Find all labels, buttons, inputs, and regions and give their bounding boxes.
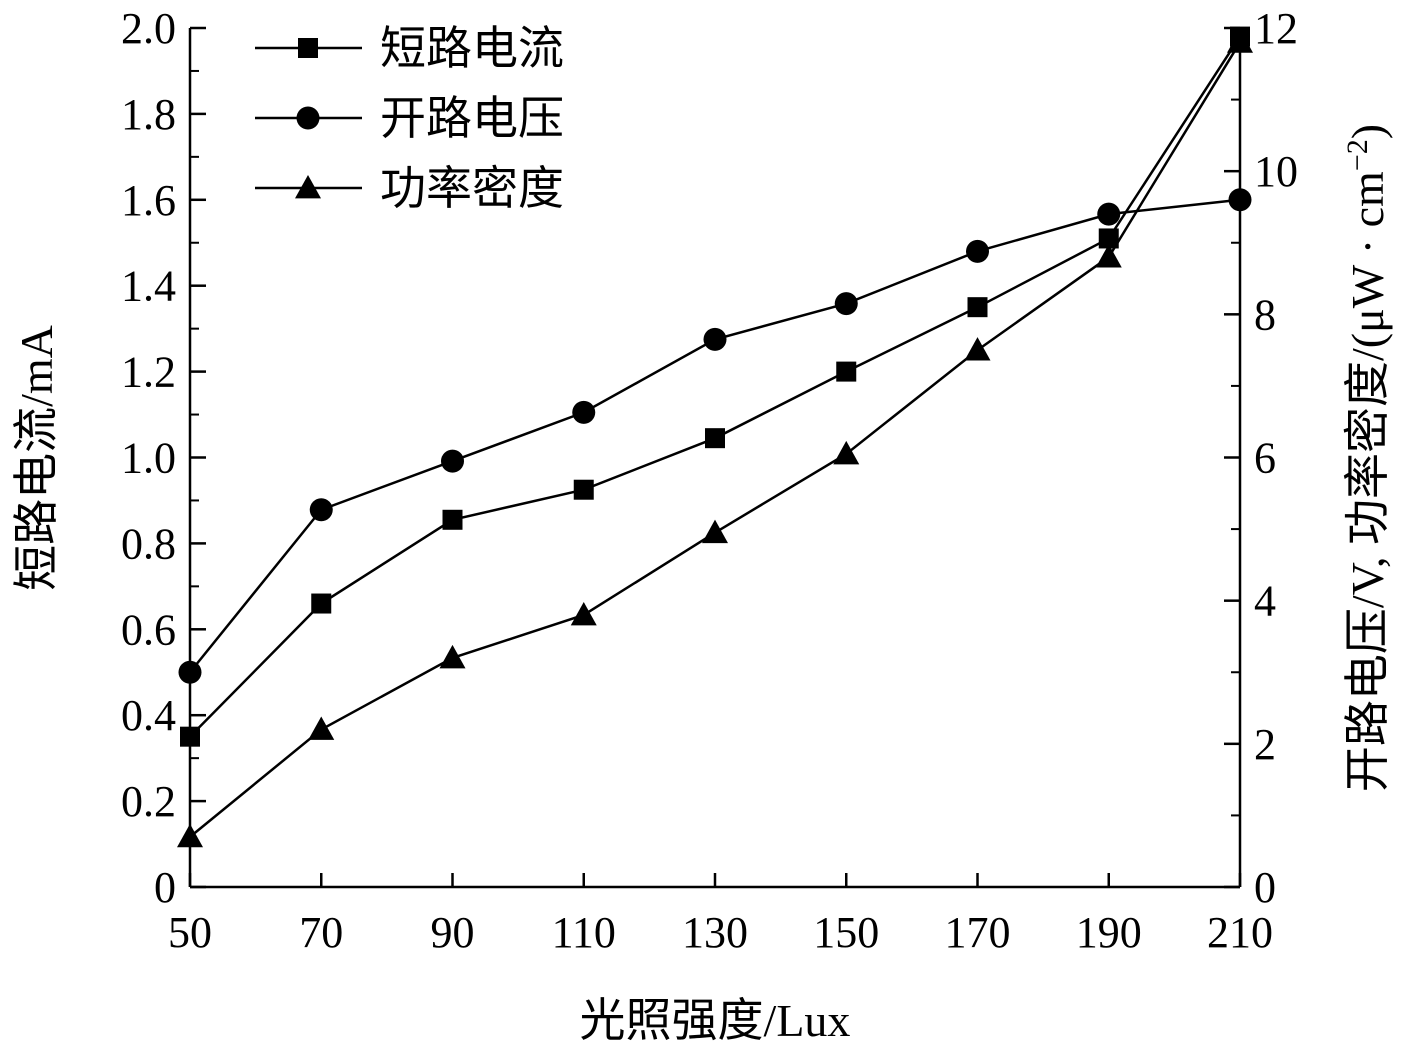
y2-tick-label: 2: [1254, 720, 1276, 769]
x-tick-label: 190: [1076, 908, 1142, 957]
x-tick-label: 50: [168, 908, 212, 957]
data-point: [308, 716, 335, 740]
data-point: [833, 440, 860, 465]
data-point: [966, 239, 989, 263]
data-point: [570, 601, 597, 626]
data-point: [178, 660, 202, 684]
legend-item: 开路电压: [255, 93, 564, 144]
data-point: [441, 449, 464, 473]
y2-tick-label: 12: [1254, 4, 1298, 53]
y-tick-label: 0.8: [121, 519, 176, 568]
ticks: 50 70 90 110 130 150 170 190 21000.20.40.60.81.0…: [121, 4, 1298, 957]
data-point: [705, 428, 725, 449]
y-axis-title: 短路电流/mA: [11, 325, 62, 591]
legend-label: 开路电压: [380, 93, 564, 144]
data-point: [309, 498, 333, 522]
series-circle: [178, 188, 1252, 684]
y2-axis-title-superscript: −2: [1341, 139, 1374, 171]
x-tick-label: 210: [1207, 908, 1273, 957]
data-point: [834, 292, 858, 316]
x-tick-label: 70: [299, 908, 343, 957]
y2-tick-label: 4: [1254, 577, 1276, 626]
x-tick-label: 110: [552, 908, 616, 957]
data-point: [180, 726, 200, 747]
y-tick-label: 0: [154, 863, 176, 912]
y2-tick-label: 8: [1254, 290, 1276, 339]
legend-label: 短路电流: [380, 23, 564, 74]
y-tick-label: 2.0: [121, 4, 176, 53]
y-tick-label: 1.4: [121, 262, 176, 311]
y-tick-label: 1.8: [121, 90, 176, 139]
y2-axis-title-close: ): [1342, 124, 1393, 139]
data-point: [1098, 228, 1119, 249]
data-point: [836, 361, 857, 382]
y-tick-label: 1.6: [121, 176, 176, 225]
legend-marker: [298, 38, 318, 58]
data-point: [703, 327, 727, 351]
y-tick-label: 0.4: [121, 691, 176, 740]
legend-item: 功率密度: [255, 163, 564, 214]
legend-item: 短路电流: [255, 23, 564, 74]
data-point: [442, 509, 463, 530]
data-point: [573, 479, 594, 500]
legend-marker: [295, 175, 321, 199]
data-point: [1228, 188, 1252, 212]
y-tick-label: 1.2: [121, 348, 176, 397]
y-tick-label: 0.6: [121, 605, 176, 654]
series-layer: [177, 26, 1253, 848]
data-point: [1227, 29, 1253, 53]
x-tick-label: 170: [945, 908, 1011, 957]
data-point: [702, 519, 728, 544]
series-line: [189, 35, 1242, 738]
data-point: [1095, 244, 1122, 268]
data-point: [572, 400, 596, 424]
legend-label: 功率密度: [380, 163, 564, 214]
data-point: [967, 297, 988, 318]
data-point: [1097, 202, 1121, 226]
x-tick-label: 90: [431, 908, 475, 957]
y2-axis-title: 开路电压/V, 功率密度/(μW · cm−2): [1341, 124, 1393, 792]
x-tick-label: 150: [813, 908, 879, 957]
y2-axis-title-main: 开路电压/V, 功率密度/(μW · cm: [1342, 171, 1393, 792]
y2-tick-label: 6: [1254, 434, 1276, 483]
y2-tick-label: 10: [1254, 147, 1298, 196]
data-point: [964, 337, 991, 361]
data-point: [439, 644, 466, 669]
data-point: [177, 823, 203, 848]
series-triangle: [177, 29, 1253, 848]
y2-tick-label: 0: [1254, 863, 1276, 912]
series-square: [180, 26, 1250, 747]
y-tick-label: 1.0: [121, 434, 176, 483]
y-tick-label: 0.2: [121, 777, 176, 826]
x-tick-label: 130: [682, 908, 748, 957]
legend-marker: [296, 106, 320, 130]
axes: [188, 28, 1242, 889]
x-axis-title: 光照强度/Lux: [580, 995, 851, 1046]
data-point: [311, 593, 332, 614]
